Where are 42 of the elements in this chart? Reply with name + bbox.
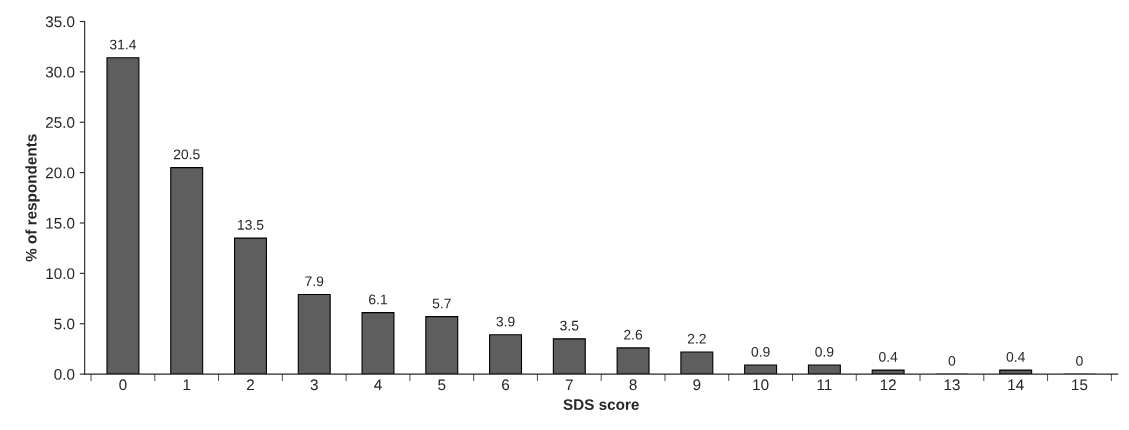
data-label: 0.9 — [815, 346, 834, 357]
data-label: 0 — [948, 355, 956, 366]
x-tick-label: 11 — [817, 379, 832, 391]
y-tick-label: 10.0 — [46, 268, 75, 280]
x-axis-title: SDS score — [563, 399, 639, 410]
x-tick-label: 7 — [565, 379, 573, 391]
y-axis-title: % of respondents — [25, 134, 40, 262]
x-tick-label: 9 — [693, 379, 701, 391]
data-label: 0.4 — [879, 351, 898, 362]
x-tick-label: 10 — [753, 379, 769, 391]
data-label: 31.4 — [109, 39, 137, 50]
x-tick-label: 5 — [438, 379, 446, 391]
y-tick-label: 5.0 — [54, 318, 75, 330]
data-label: 0.4 — [1006, 351, 1025, 362]
x-tick-label: 12 — [880, 379, 896, 391]
x-tick-label: 14 — [1008, 379, 1024, 391]
data-label: 0 — [1076, 355, 1083, 366]
x-tick-label: 8 — [629, 379, 637, 391]
x-tick-label: 2 — [246, 379, 254, 391]
y-tick-label: 35.0 — [45, 16, 75, 28]
x-tick-label: 0 — [119, 379, 127, 391]
data-label: 6.1 — [369, 294, 387, 305]
data-label: 2.2 — [687, 333, 706, 344]
x-tick-label: 3 — [310, 379, 318, 391]
data-label: 5.7 — [432, 298, 451, 309]
x-tick-label: 1 — [183, 379, 191, 391]
x-tick-label: 15 — [1072, 379, 1088, 391]
x-tick-label: 6 — [502, 379, 510, 391]
x-tick-label: 13 — [944, 379, 960, 391]
data-label: 7.9 — [305, 276, 324, 287]
data-label: 13.5 — [238, 219, 264, 230]
y-tick-label: 20.0 — [45, 167, 75, 179]
y-tick-label: 25.0 — [45, 117, 75, 128]
y-tick-label: 15.0 — [46, 217, 75, 229]
data-label: 3.9 — [496, 316, 515, 327]
y-tick-label: 0.0 — [54, 368, 75, 380]
y-tick-label: 30.0 — [45, 66, 75, 78]
x-tick-label: 4 — [374, 379, 382, 391]
data-label: 0.9 — [751, 346, 770, 357]
data-label: 3.5 — [560, 320, 579, 331]
data-label: 20.5 — [173, 149, 200, 160]
data-label: 2.6 — [624, 329, 643, 340]
